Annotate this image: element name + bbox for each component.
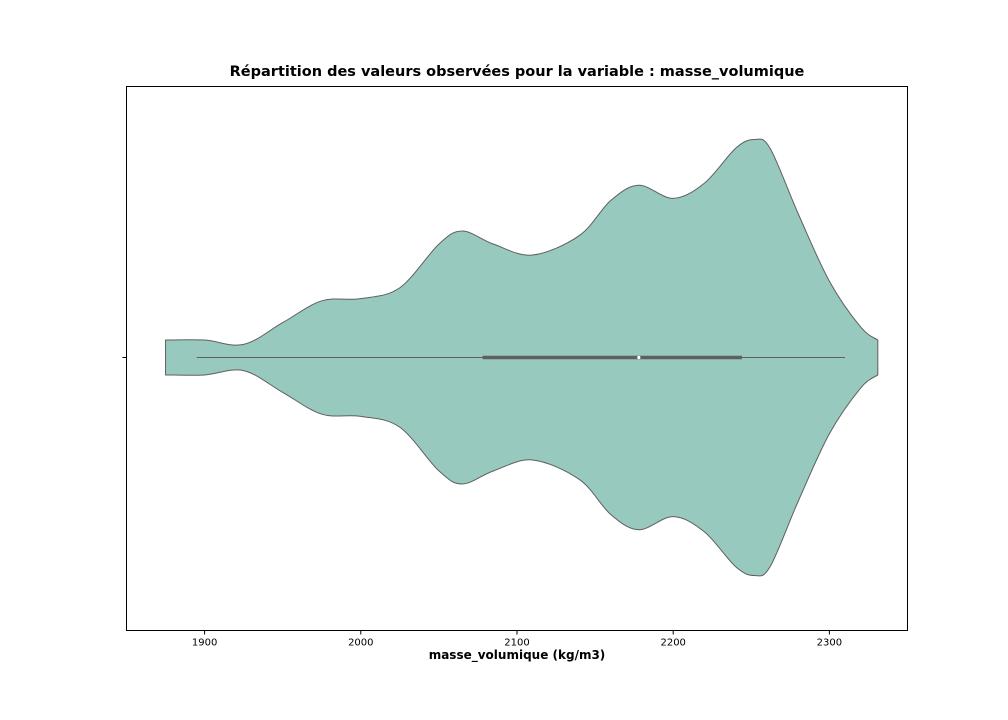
x-tick-label: 2300 [817, 638, 842, 649]
x-tick-label: 2000 [348, 638, 373, 649]
median-marker [637, 355, 641, 360]
x-axis-label: masse_volumique (kg/m3) [428, 648, 606, 662]
chart-title: Répartition des valeurs observées pour l… [229, 64, 805, 80]
x-tick-label: 1900 [192, 638, 217, 649]
x-tick-label: 2100 [504, 638, 529, 649]
x-tick-label: 2200 [660, 638, 685, 649]
